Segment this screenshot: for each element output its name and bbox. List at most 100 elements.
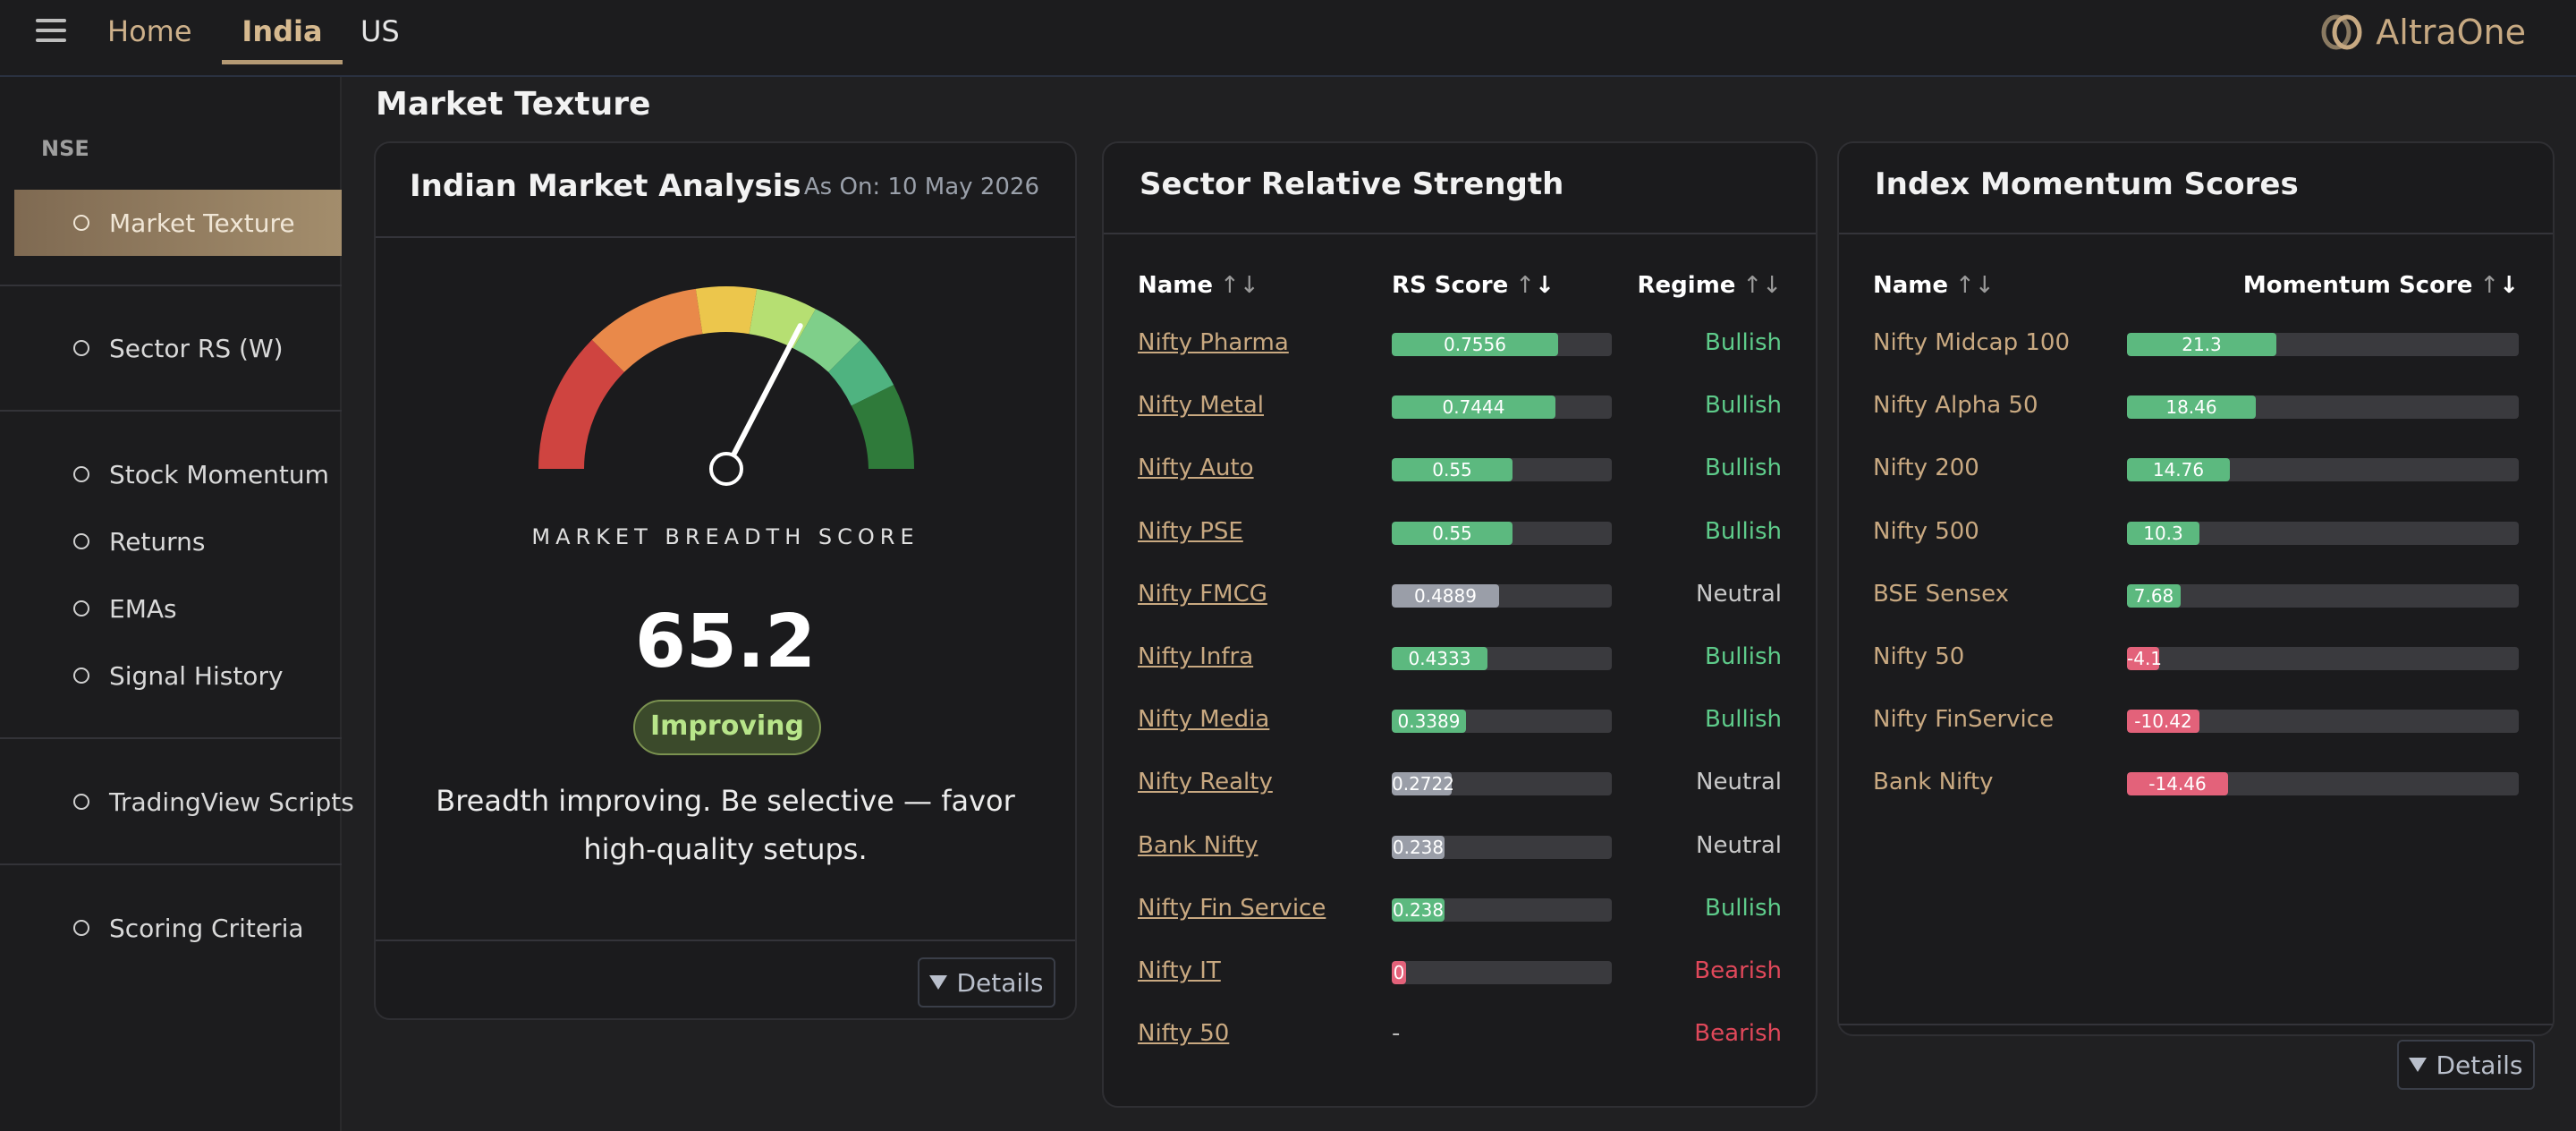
sort-icon[interactable]: ↑↓ — [1220, 272, 1259, 299]
regime-value: Bullish — [1704, 894, 1782, 922]
brand[interactable]: AltraOne — [2320, 13, 2526, 52]
brand-logo-icon — [2321, 14, 2362, 50]
sidebar-item-scoring-criteria[interactable]: Scoring Criteria — [14, 895, 342, 961]
brand-name: AltraOne — [2376, 13, 2526, 52]
column-header-regime[interactable]: Regime ↑↓ — [1638, 272, 1782, 299]
column-label: Momentum Score — [2242, 272, 2473, 299]
sector-link[interactable]: Nifty Pharma — [1138, 329, 1289, 356]
rs-score-value: 0.55 — [1432, 522, 1472, 544]
sidebar-item-sector-rs[interactable]: Sector RS (W) — [14, 315, 342, 381]
table-row: Nifty Midcap 100 21.3 — [1839, 313, 2553, 376]
sidebar-item-label: TradingView Scripts — [109, 787, 354, 817]
momentum-score-fill — [2127, 458, 2230, 482]
regime-value: Bullish — [1704, 455, 1782, 482]
sector-link[interactable]: Nifty IT — [1138, 957, 1221, 984]
column-header-name[interactable]: Name ↑↓ — [1138, 272, 1259, 299]
status-badge: Improving — [633, 700, 821, 755]
sector-link[interactable]: Nifty PSE — [1138, 517, 1243, 545]
column-header-momentum-score[interactable]: Momentum Score ↑↓ — [2243, 272, 2519, 299]
rs-score-fill — [1392, 583, 1499, 608]
sector-link[interactable]: Nifty Infra — [1138, 643, 1254, 670]
rs-score-fill — [1392, 710, 1466, 734]
regime-value: Bullish — [1704, 517, 1782, 545]
sidebar-item-stock-momentum[interactable]: Stock Momentum — [14, 441, 342, 507]
momentum-score-bar: -14.46 — [2127, 772, 2519, 796]
momentum-score-bar: -10.42 — [2127, 710, 2519, 734]
sector-link[interactable]: Bank Nifty — [1138, 831, 1258, 859]
rs-score-bar: 0.238 — [1392, 835, 1612, 859]
rs-score-fill — [1392, 333, 1558, 356]
table-row: Nifty Media 0.3389 Bullish — [1104, 690, 1816, 753]
sector-link[interactable]: Nifty Metal — [1138, 392, 1264, 420]
table-row: Bank Nifty -14.46 — [1839, 753, 2553, 815]
rs-score-bar: 0.55 — [1392, 521, 1612, 545]
sector-rs-card: Sector Relative Strength Name ↑↓ RS Score… — [1102, 141, 1818, 1108]
gauge-segment-3 — [695, 286, 758, 335]
rs-score-value: 0.238 — [1392, 898, 1445, 921]
sidebar-item-label: Scoring Criteria — [109, 913, 304, 943]
nav-india[interactable]: India — [222, 0, 343, 64]
rs-score-empty: - — [1392, 1020, 1401, 1048]
sector-link[interactable]: Nifty Media — [1138, 706, 1270, 734]
rs-score-fill — [1392, 458, 1513, 482]
table-row: Nifty IT 0 Bearish — [1104, 941, 1816, 1004]
sidebar-item-returns[interactable]: Returns — [14, 508, 342, 574]
sector-link[interactable]: Nifty 50 — [1138, 1020, 1230, 1048]
table-row: Nifty Infra 0.4333 Bullish — [1104, 627, 1816, 690]
rs-score-value: 0.2722 — [1392, 773, 1454, 795]
sort-icon[interactable]: ↑↓ — [1955, 272, 1995, 299]
index-name: Nifty 50 — [1873, 643, 1965, 670]
card-title: Indian Market Analysis — [410, 168, 801, 204]
triangle-down-icon — [2409, 1058, 2428, 1072]
market-analysis-card: Indian Market Analysis As On: 10 May 202… — [374, 141, 1077, 1020]
sort-desc-icon[interactable]: ↑↓ — [2479, 272, 2519, 299]
sidebar-item-emas[interactable]: EMAs — [14, 575, 342, 642]
breadth-score: 65.2 — [634, 600, 817, 685]
rs-score-value: 0.4889 — [1414, 584, 1477, 607]
card-divider — [1104, 233, 1816, 234]
details-label: Details — [2436, 1050, 2523, 1080]
momentum-score-value: 18.46 — [2165, 396, 2217, 419]
sector-link[interactable]: Nifty Realty — [1138, 769, 1273, 796]
sector-link[interactable]: Nifty Fin Service — [1138, 894, 1326, 922]
momentum-score-fill — [2127, 583, 2181, 608]
circle-icon — [73, 533, 89, 549]
sector-link[interactable]: Nifty FMCG — [1138, 580, 1267, 608]
momentum-score-fill — [2127, 772, 2228, 796]
nav-home[interactable]: Home — [107, 14, 192, 48]
rs-score-bar: 0.4333 — [1392, 647, 1612, 670]
sidebar-item-market-texture[interactable]: Market Texture — [14, 190, 342, 256]
index-name: Nifty 200 — [1873, 455, 1979, 482]
sort-desc-icon[interactable]: ↑↓ — [1515, 272, 1555, 299]
analysis-description: Breadth improving. Be selective — favor … — [436, 784, 1015, 866]
sort-icon[interactable]: ↑↓ — [1742, 272, 1782, 299]
gauge-needle — [724, 323, 803, 472]
details-button[interactable]: Details — [2397, 1040, 2535, 1090]
sidebar-divider — [0, 863, 342, 865]
menu-icon[interactable] — [36, 19, 66, 46]
rs-score-fill — [1392, 897, 1445, 922]
as-of-date: As On: 10 May 2026 — [803, 174, 1039, 200]
sidebar-heading: NSE — [41, 136, 89, 161]
momentum-score-value: 14.76 — [2152, 459, 2205, 481]
rs-score-fill — [1392, 395, 1555, 420]
nav-us[interactable]: US — [360, 14, 400, 48]
sidebar-item-label: EMAs — [109, 593, 177, 624]
sidebar-item-signal-history[interactable]: Signal History — [14, 642, 342, 709]
circle-icon — [73, 466, 89, 482]
card-divider — [376, 236, 1075, 238]
sidebar-item-tradingview-scripts[interactable]: TradingView Scripts — [14, 769, 354, 835]
rs-score-bar: 0.7556 — [1392, 333, 1612, 356]
gauge-segment-7 — [851, 385, 914, 469]
details-button[interactable]: Details — [918, 957, 1055, 1008]
momentum-score-fill — [2127, 521, 2199, 545]
column-label: Name — [1138, 272, 1214, 299]
rs-score-value: 0 — [1393, 962, 1405, 983]
sector-link[interactable]: Nifty Auto — [1138, 455, 1254, 482]
column-header-rs-score[interactable]: RS Score ↑↓ — [1392, 272, 1555, 299]
gauge-label: MARKET BREADTH SCORE — [531, 524, 919, 549]
column-header-name[interactable]: Name ↑↓ — [1873, 272, 1995, 299]
regime-value: Neutral — [1696, 769, 1782, 796]
momentum-score-fill — [2127, 647, 2159, 670]
sidebar-item-label: Stock Momentum — [109, 459, 329, 489]
